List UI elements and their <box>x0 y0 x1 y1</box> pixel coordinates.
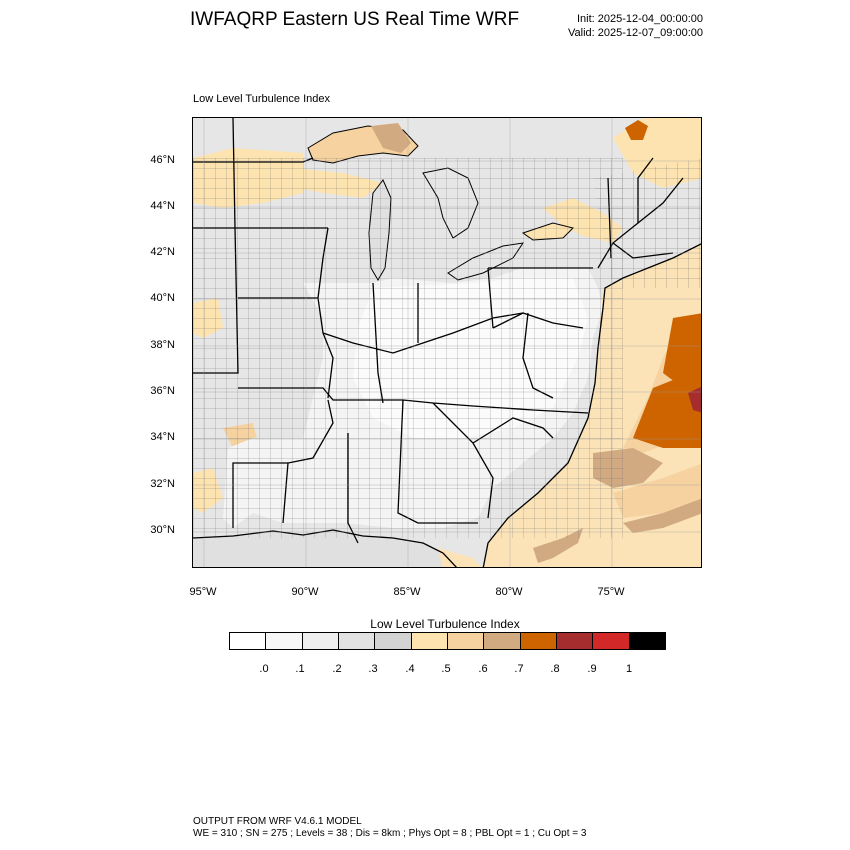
land-patch-quebec-orange <box>625 120 648 140</box>
ocean-patch-red <box>688 386 701 413</box>
colorbar-box <box>593 633 630 649</box>
colorbar-tick: 1 <box>625 663 633 675</box>
gulf-coastline <box>193 529 458 567</box>
colorbar-box <box>447 633 485 649</box>
lon-label-95: 95°W <box>189 586 217 598</box>
colorbar-box <box>338 633 376 649</box>
map-frame <box>192 117 702 568</box>
ocean-patch-b <box>613 463 701 518</box>
lat-label-32: 32°N <box>150 478 175 490</box>
colorbar-box <box>411 633 448 649</box>
colorbar-box <box>266 633 303 649</box>
county-lines-ne <box>593 158 701 288</box>
turbulence-map <box>193 118 701 567</box>
graticule <box>193 118 701 567</box>
lat-label-38: 38°N <box>150 339 175 351</box>
colorbar-tick: .8 <box>550 663 560 675</box>
colorbar-box <box>230 633 267 649</box>
lon-label-80: 80°W <box>495 586 523 598</box>
colorbar-title: Low Level Turbulence Index <box>370 617 520 631</box>
colorbar-box <box>629 633 665 649</box>
gulf-of-mexico <box>193 530 457 567</box>
colorbar-tick: .9 <box>587 663 597 675</box>
lat-label-36: 36°N <box>150 385 175 397</box>
colorbar-box <box>375 633 412 649</box>
lat-label-42: 42°N <box>150 246 175 258</box>
colorbar-box <box>302 633 339 649</box>
colorbar-tick: .5 <box>441 663 451 675</box>
init-time: Init: 2025-12-04_00:00:00 <box>577 13 703 25</box>
colorbar-tick: .7 <box>514 663 524 675</box>
colorbar-box <box>484 633 521 649</box>
colorbar-tick: .1 <box>295 663 305 675</box>
footer-model: OUTPUT FROM WRF V4.6.1 MODEL <box>193 816 362 827</box>
footer-options: WE = 310 ; SN = 275 ; Levels = 38 ; Dis … <box>193 828 587 839</box>
map-title: IWFAQRP Eastern US Real Time WRF <box>190 9 520 30</box>
colorbar-box <box>520 633 557 649</box>
lake-superior-core <box>371 123 411 153</box>
colorbar-tick: .2 <box>332 663 342 675</box>
lon-label-90: 90°W <box>291 586 319 598</box>
colorbar <box>229 632 666 650</box>
colorbar-tick: .6 <box>478 663 488 675</box>
lat-label-30: 30°N <box>150 524 175 536</box>
gulf-patch <box>438 548 482 567</box>
ocean-patch-orange <box>663 313 701 388</box>
atlantic-coastline <box>482 243 701 567</box>
lat-label-34: 34°N <box>150 431 175 443</box>
colorbar-tick: .3 <box>368 663 378 675</box>
lat-label-44: 44°N <box>150 200 175 212</box>
ocean-patch-tan-2 <box>623 498 701 533</box>
colorbar-box <box>556 633 594 649</box>
ocean-patch-orange-2 <box>633 368 701 448</box>
colorbar-tick: .4 <box>405 663 415 675</box>
lat-label-46: 46°N <box>150 154 175 166</box>
colorbar-tick: .0 <box>259 663 269 675</box>
lon-label-75: 75°W <box>597 586 625 598</box>
panel-label: Low Level Turbulence Index <box>193 93 330 105</box>
valid-time: Valid: 2025-12-07_09:00:00 <box>568 27 703 39</box>
lat-label-40: 40°N <box>150 292 175 304</box>
lon-label-85: 85°W <box>393 586 421 598</box>
